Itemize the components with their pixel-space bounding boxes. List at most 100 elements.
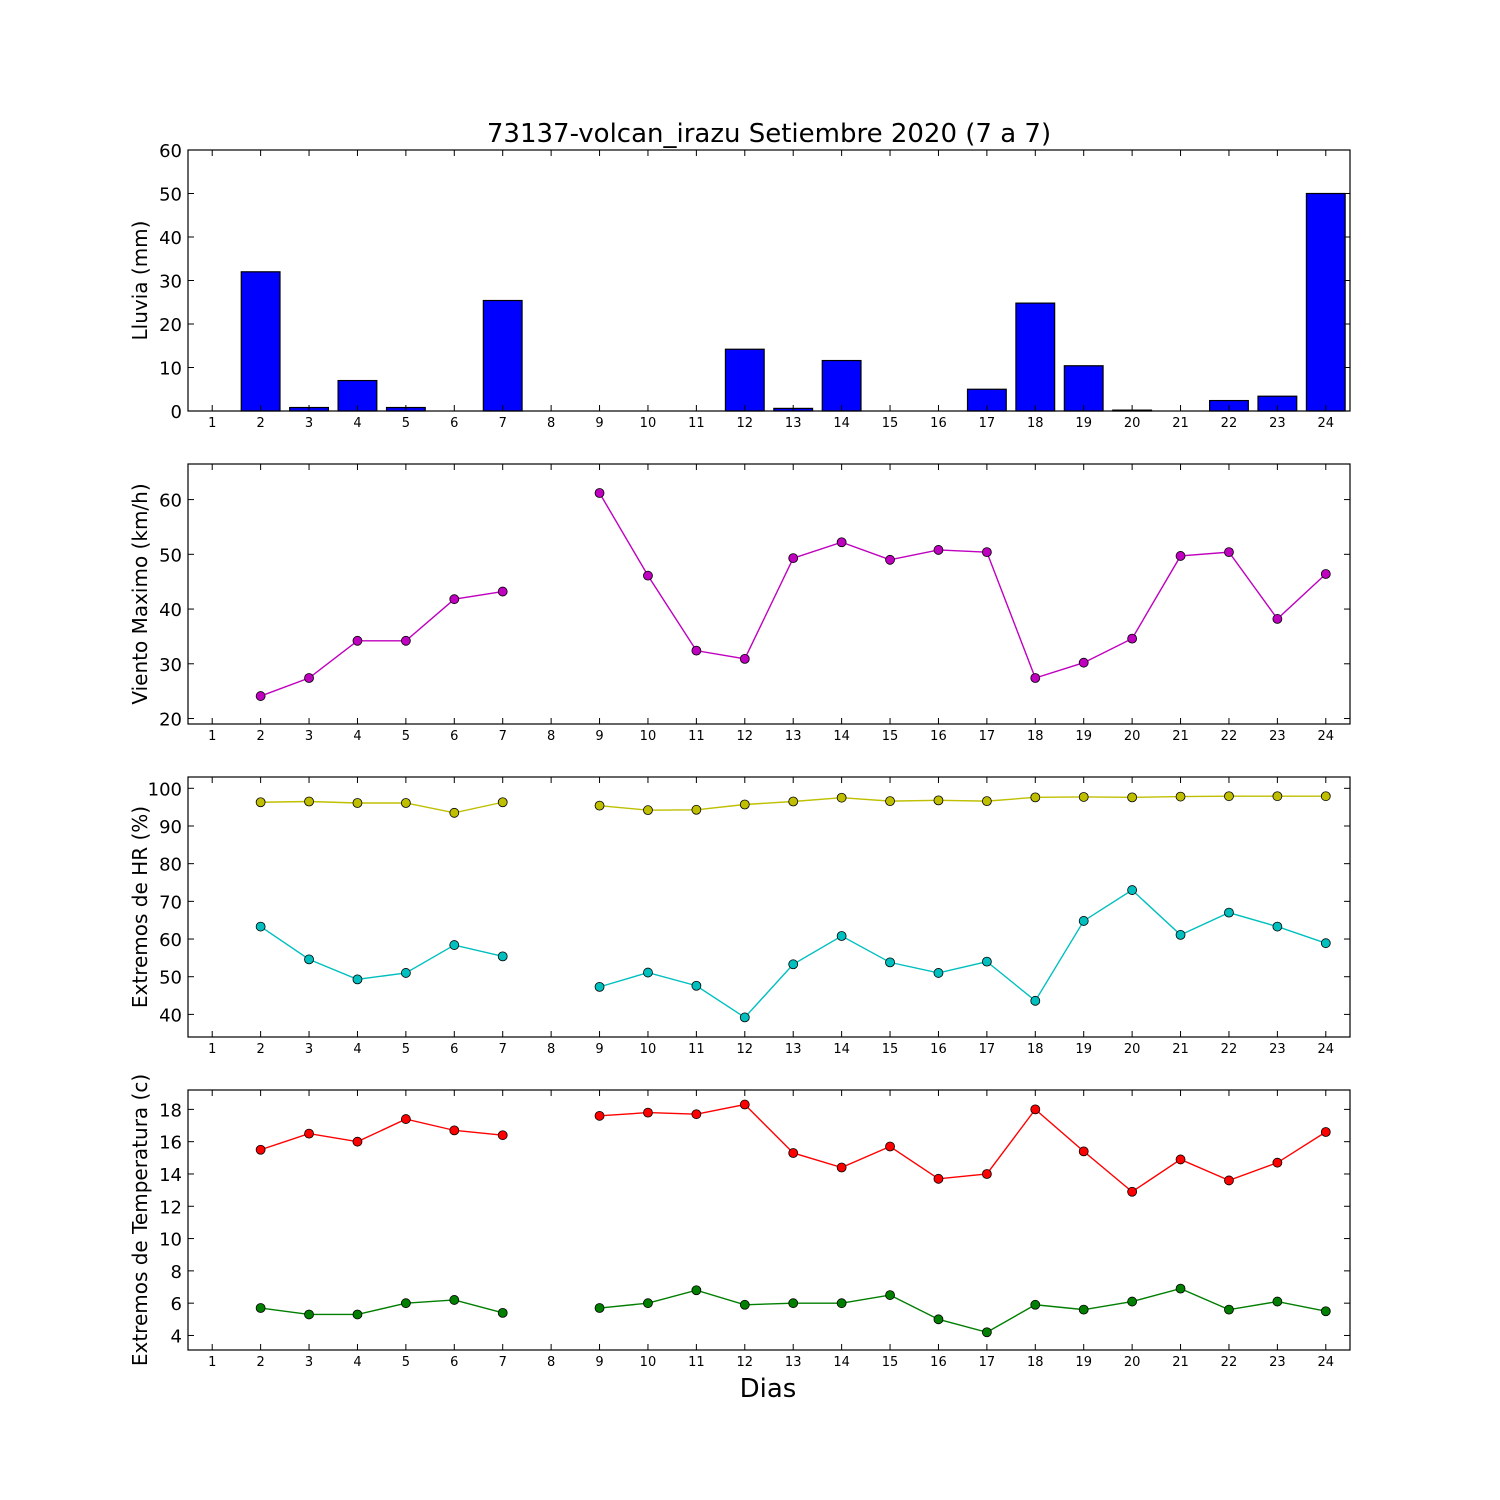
x-tick-label: 18 xyxy=(1027,416,1044,431)
series-2-point-day-7 xyxy=(497,1307,508,1318)
x-tick-label: 19 xyxy=(1075,416,1092,431)
x-tick-label: 21 xyxy=(1172,416,1189,431)
series-1-line xyxy=(260,590,503,697)
y-tick-label: 8 xyxy=(171,1262,182,1283)
x-tick-label: 16 xyxy=(930,1355,947,1370)
series-2-point-day-14 xyxy=(836,1298,847,1309)
x-tick-label: 4 xyxy=(353,1042,361,1057)
x-tick-label: 18 xyxy=(1027,729,1044,744)
series-1-line xyxy=(260,1118,503,1151)
series-1-point-day-7 xyxy=(497,586,508,597)
series-2-point-day-19 xyxy=(1078,1304,1089,1315)
series-1-point-day-15 xyxy=(885,796,895,807)
series-1-point-day-12 xyxy=(739,653,750,664)
series-1-point-day-9 xyxy=(594,1110,605,1121)
series-2-point-day-20 xyxy=(1127,1296,1138,1307)
series-1-point-day-16 xyxy=(933,1173,944,1184)
series-2-point-day-23 xyxy=(1272,921,1283,932)
x-tick-label: 24 xyxy=(1318,416,1335,431)
x-tick-label: 23 xyxy=(1269,416,1286,431)
x-axis-label: Dias xyxy=(740,1374,797,1404)
x-tick-label: 3 xyxy=(305,729,313,744)
y-tick-label: 80 xyxy=(159,855,182,876)
series-1-point-day-10 xyxy=(643,570,653,581)
series-1-point-day-13 xyxy=(788,553,799,564)
panel-4-frame xyxy=(187,1089,1351,1351)
series-1-point-day-18 xyxy=(1030,1104,1041,1115)
series-1-point-day-13 xyxy=(788,796,799,807)
series-1-line xyxy=(599,795,1326,811)
y-tick-label: 10 xyxy=(159,359,182,380)
series-2-point-day-7 xyxy=(497,951,508,962)
y-tick-label: 20 xyxy=(159,315,182,336)
x-tick-label: 17 xyxy=(979,1042,996,1057)
series-1-point-day-18 xyxy=(1030,673,1041,683)
series-1-point-day-11 xyxy=(691,1109,702,1120)
series-1-point-day-10 xyxy=(643,805,653,816)
x-tick-label: 5 xyxy=(402,1355,410,1370)
x-tick-label: 22 xyxy=(1221,1355,1238,1370)
series-1-point-day-15 xyxy=(885,1141,895,1152)
series-2-point-day-18 xyxy=(1030,1299,1041,1310)
series-1-point-day-7 xyxy=(497,1130,508,1141)
x-tick-label: 11 xyxy=(688,416,705,431)
x-tick-label: 11 xyxy=(688,729,705,744)
series-1-point-day-22 xyxy=(1224,547,1234,558)
x-tick-label: 13 xyxy=(785,1355,802,1370)
series-2-point-day-13 xyxy=(788,1298,799,1309)
panel-2-y-axis-label: Viento Maximo (km/h) xyxy=(128,483,152,704)
x-tick-label: 8 xyxy=(547,729,555,744)
series-2-point-day-24 xyxy=(1320,938,1331,949)
y-tick-label: 30 xyxy=(159,655,182,676)
x-tick-label: 17 xyxy=(979,1355,996,1370)
panel-4-y-axis-label: Extremos de Temperatura (c) xyxy=(128,1074,152,1366)
x-tick-label: 6 xyxy=(450,729,458,744)
series-2-point-day-21 xyxy=(1175,929,1186,940)
x-tick-label: 1 xyxy=(208,416,216,431)
x-tick-label: 15 xyxy=(882,729,899,744)
y-tick-label: 20 xyxy=(159,710,182,731)
x-tick-label: 8 xyxy=(547,416,555,431)
x-tick-label: 9 xyxy=(595,1355,603,1370)
x-tick-label: 14 xyxy=(833,416,850,431)
series-2-point-day-22 xyxy=(1224,907,1234,918)
x-tick-label: 19 xyxy=(1075,1355,1092,1370)
x-tick-label: 8 xyxy=(547,1042,555,1057)
x-tick-label: 7 xyxy=(499,1355,507,1370)
x-tick-label: 16 xyxy=(930,1042,947,1057)
x-tick-label: 13 xyxy=(785,729,802,744)
x-tick-label: 2 xyxy=(256,1042,264,1057)
bar-day-2 xyxy=(240,271,281,412)
x-tick-label: 7 xyxy=(499,1042,507,1057)
series-1-point-day-2 xyxy=(255,1144,266,1155)
y-tick-label: 60 xyxy=(159,930,182,951)
series-2-point-day-20 xyxy=(1127,885,1138,895)
x-tick-label: 12 xyxy=(737,1042,754,1057)
x-tick-label: 11 xyxy=(688,1042,705,1057)
series-1-point-day-3 xyxy=(304,673,314,683)
x-tick-label: 4 xyxy=(353,729,361,744)
series-2-point-day-5 xyxy=(400,1298,411,1309)
x-tick-label: 4 xyxy=(353,416,361,431)
series-1-point-day-4 xyxy=(352,1136,363,1147)
y-tick-label: 60 xyxy=(159,141,182,162)
y-tick-label: 70 xyxy=(159,892,182,913)
series-1-point-day-17 xyxy=(981,1169,992,1179)
series-2-point-day-17 xyxy=(981,1327,992,1338)
series-1-point-day-23 xyxy=(1272,791,1283,802)
x-tick-label: 6 xyxy=(450,416,458,431)
series-2-point-day-19 xyxy=(1078,916,1089,926)
series-1-point-day-16 xyxy=(933,795,944,806)
series-1-point-day-22 xyxy=(1224,1175,1234,1186)
series-1-point-day-12 xyxy=(739,1099,750,1110)
bar-day-18 xyxy=(1015,302,1056,412)
series-1-point-day-14 xyxy=(836,1162,847,1173)
y-tick-label: 50 xyxy=(159,968,182,989)
series-2-point-day-22 xyxy=(1224,1304,1234,1315)
x-tick-label: 22 xyxy=(1221,1042,1238,1057)
x-tick-label: 1 xyxy=(208,1042,216,1057)
